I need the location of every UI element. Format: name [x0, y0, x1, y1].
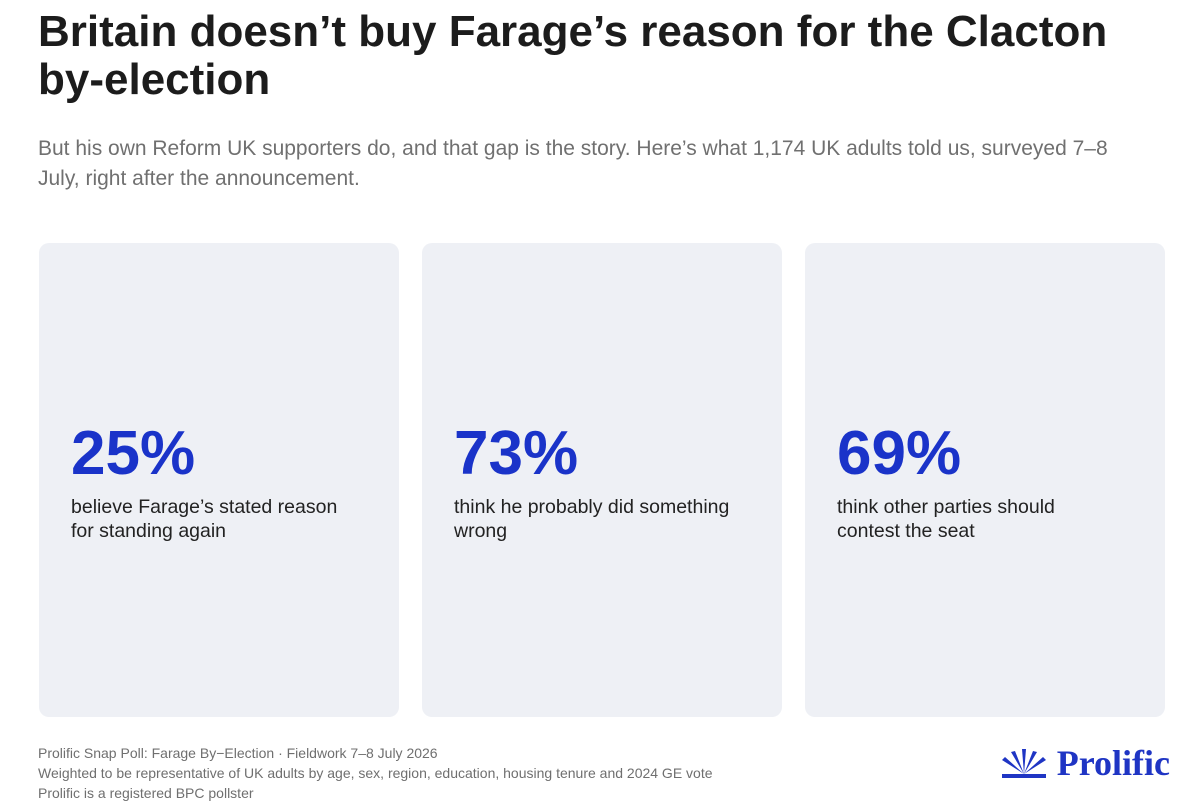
stat-label: think other parties should contest the s… [837, 496, 1055, 542]
footer-line: Weighted to be representative of UK adul… [38, 765, 713, 781]
stat-card: 69% think other parties should contest t… [805, 243, 1165, 717]
stat-value: 25% [71, 419, 196, 488]
logo-icon [1001, 749, 1046, 778]
footer-line: Prolific is a registered BPC pollster [38, 785, 254, 801]
stat-label: think he probably did something wrong [454, 496, 730, 542]
footer-line: Prolific Snap Poll: Farage By−Election ·… [38, 745, 438, 761]
logo-text: Prolific [1056, 743, 1170, 783]
footer: Prolific Snap Poll: Farage By−Election ·… [38, 743, 713, 803]
stat-card: 73% think he probably did something wron… [422, 243, 782, 717]
stat-card: 25% believe Farage’s stated reason for s… [39, 243, 399, 717]
subtitle: But his own Reform UK supporters do, and… [38, 137, 1108, 190]
logo: Prolific [999, 742, 1170, 784]
title: Britain doesn’t buy Farage’s reason for … [38, 7, 1108, 104]
stat-label: believe Farage’s stated reason for stand… [71, 496, 338, 542]
stat-value: 73% [454, 419, 579, 488]
stat-value: 69% [837, 419, 962, 488]
